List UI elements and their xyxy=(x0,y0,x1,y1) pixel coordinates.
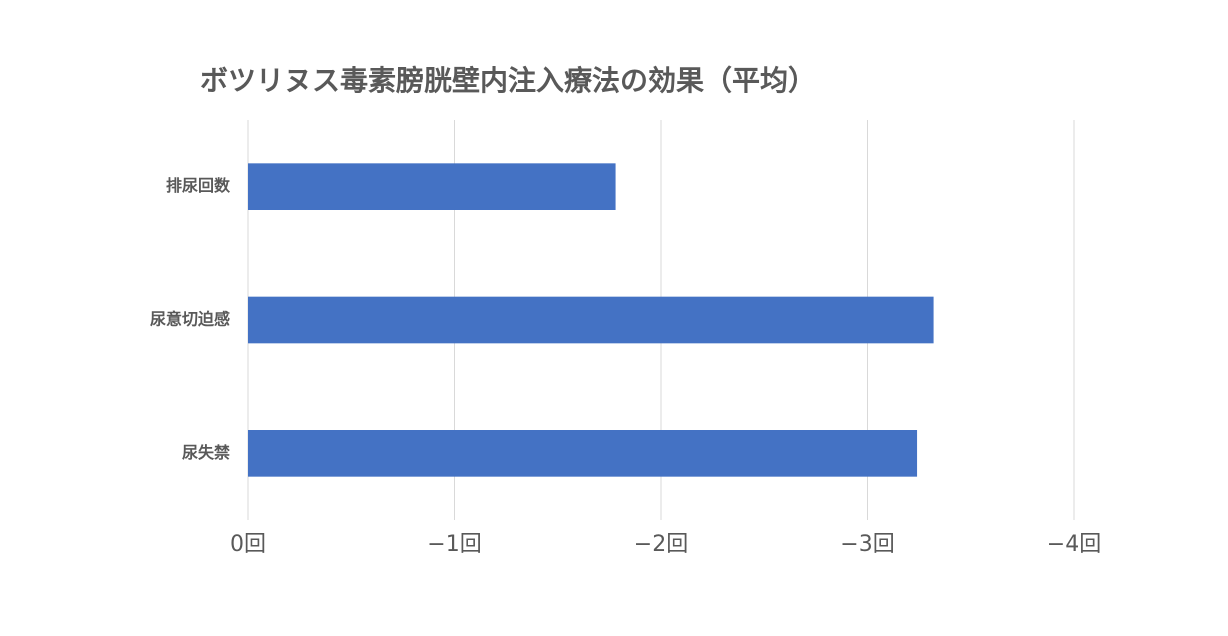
y-tick-label: 尿失禁 xyxy=(182,443,230,462)
bar xyxy=(248,296,934,344)
x-tick-label: −4回 xyxy=(1047,532,1101,557)
bar xyxy=(248,163,616,210)
y-tick-label: 排尿回数 xyxy=(166,176,231,195)
x-tick-label: −3回 xyxy=(840,532,894,557)
bar xyxy=(248,430,918,477)
chart-title: ボツリヌス毒素膀胱壁内注入療法の効果（平均） xyxy=(200,64,816,97)
x-tick-label: −2回 xyxy=(634,532,688,557)
x-tick-label: −1回 xyxy=(427,532,481,557)
x-tick-label: 0回 xyxy=(230,532,266,557)
y-tick-label: 尿意切迫感 xyxy=(150,310,230,329)
